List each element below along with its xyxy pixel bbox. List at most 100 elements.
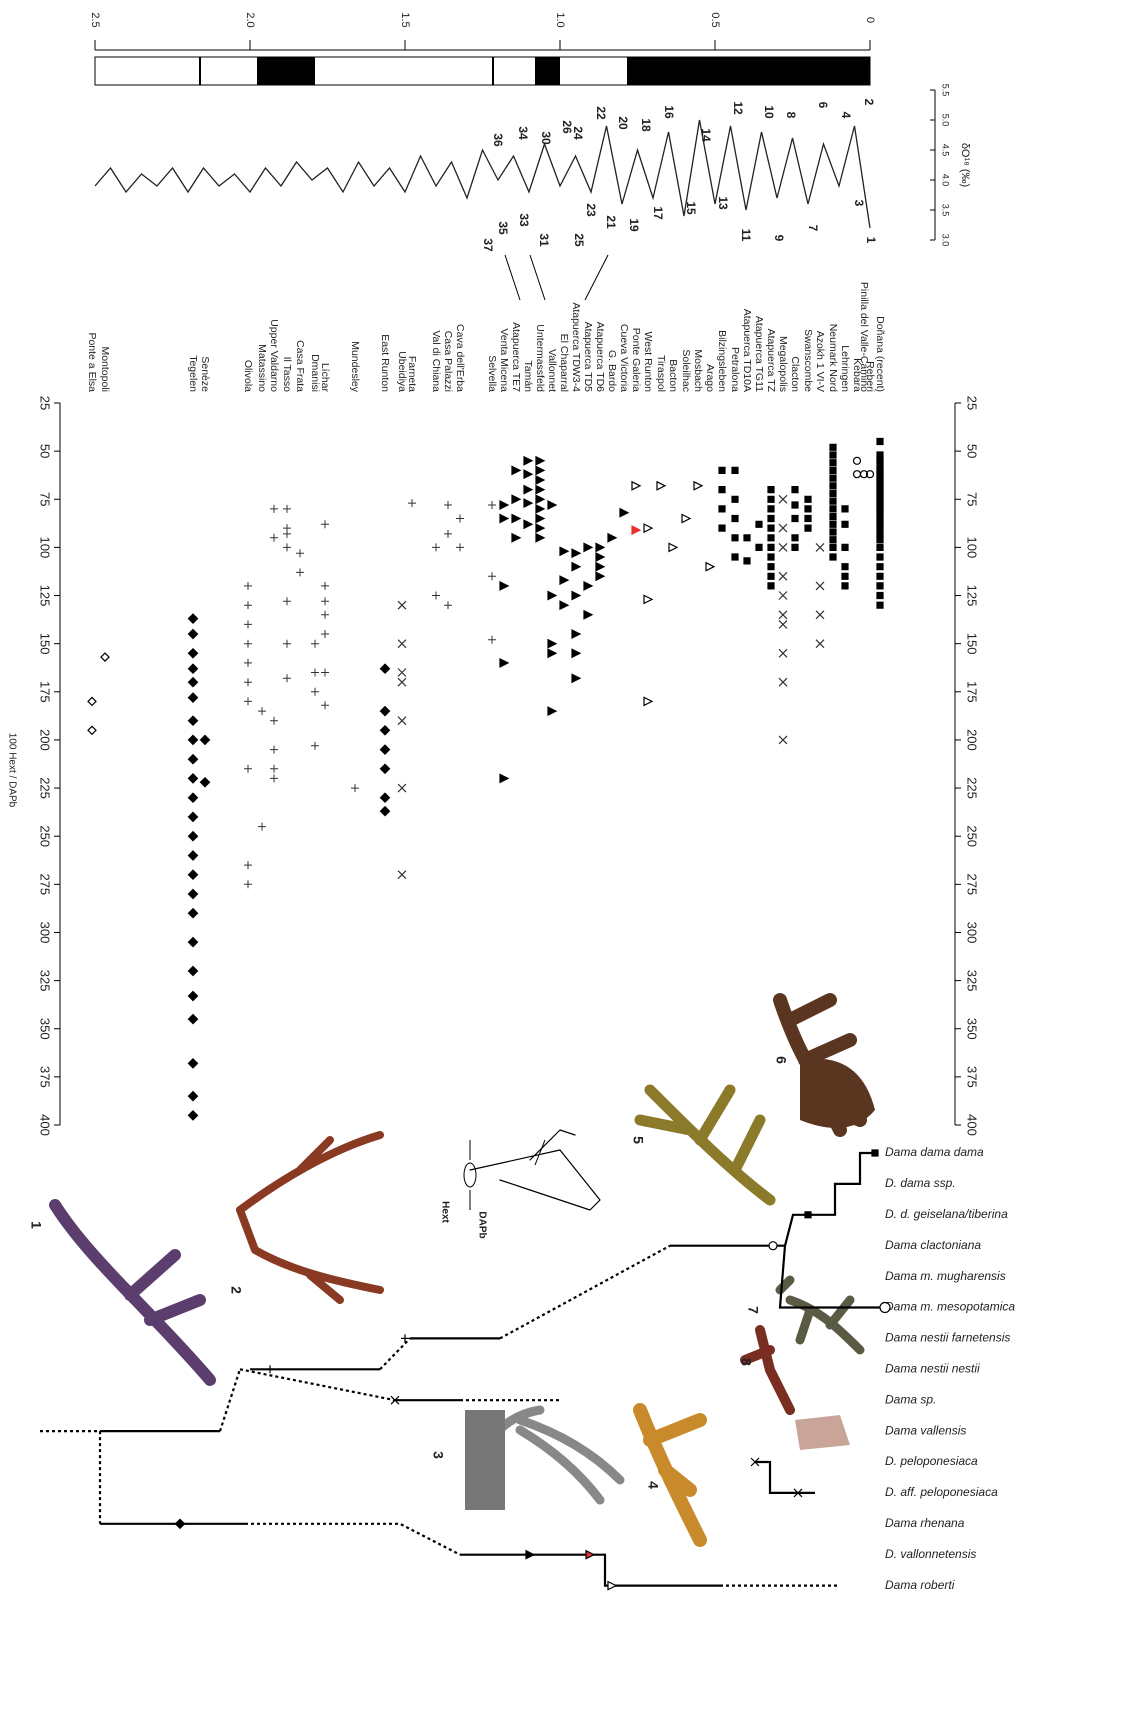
data-point [189,793,198,802]
data-point [572,563,580,571]
data-point [321,597,329,605]
stage-label: 20 [616,116,630,130]
data-point [805,506,811,512]
site-label: Il Tasso [281,357,293,393]
site-label: Ponte Galeria [630,328,642,392]
site-label: Venta Micena [498,328,510,392]
data-point [283,530,291,538]
data-point [779,611,787,619]
y-tick-label: 375 [965,1066,980,1088]
x-tick-label: 1.0 [554,12,566,27]
y-tick-label: 175 [965,681,980,703]
data-point [768,583,774,589]
data-point [830,498,836,504]
tree-branch [755,1462,815,1493]
data-point [101,653,109,661]
data-point [244,659,252,667]
y-tick-label: 100 [38,537,53,559]
data-point [189,967,198,976]
data-point [432,543,440,551]
data-point [732,535,738,541]
data-point [524,520,532,528]
site-label: Montopoli [99,346,111,392]
data-point [189,649,198,658]
site-label: Atapuerca TD6 [594,322,606,393]
taxon-label: Dama vallensis [885,1423,966,1437]
data-point [768,525,774,531]
data-point [877,510,883,516]
taxon-label: Dama roberti [885,1578,955,1592]
data-point [536,505,544,513]
data-point [842,544,848,550]
data-point [842,506,848,512]
data-point [744,535,750,541]
data-point [830,506,836,512]
data-point [321,701,329,709]
data-point [311,640,319,648]
data-point [830,475,836,481]
data-point [536,486,544,494]
site-label: Ponte a Elsa [86,332,98,392]
stage-label: 36 [491,133,505,147]
data-point [596,572,604,580]
data-point [270,505,278,513]
x-tick-label: 0.5 [709,12,721,27]
data-point [779,678,787,686]
stage-label: 17 [651,206,665,220]
stage-label: 6 [816,102,830,109]
normal-chron [257,57,315,85]
data-point [768,564,774,570]
site-label: Arago [704,364,716,392]
stage-label: 9 [772,235,786,242]
stage-label: 30 [539,131,553,145]
antler-photo [470,1130,600,1210]
data-point [830,444,836,450]
data-point [877,593,883,599]
data-point [456,515,464,523]
y-tick-label: 3.0 [941,234,951,247]
data-point [842,564,848,570]
data-point [805,496,811,502]
tree-branch [240,1369,395,1400]
data-point [488,501,496,509]
data-point [877,602,883,608]
y-tick-label: 150 [965,633,980,655]
stage-label: 18 [639,118,653,132]
stage-label: 7 [806,225,820,232]
y-tick-label: 125 [965,585,980,607]
site-label: G. Bardo [606,350,618,392]
data-point [768,573,774,579]
data-point [816,611,824,619]
data-point [244,880,252,888]
site-label: Cava dell'Erba [454,324,466,392]
data-point [732,554,738,560]
data-point [572,592,580,600]
data-point [524,470,532,478]
data-point [830,452,836,458]
data-point [444,501,452,509]
data-point [244,765,252,773]
y-axis-label: δO¹⁸ (‰) [959,143,971,187]
data-point [381,764,390,773]
leader [505,255,520,300]
taxon-label: Dama m. mesopotamica [885,1300,1015,1314]
measure-label: DAPb [476,1211,487,1238]
data-point [877,537,883,543]
data-point [632,526,640,534]
data-point [88,697,96,705]
taxon-label: D. d. geiselana/tiberina [885,1207,1008,1221]
data-point [779,543,787,551]
data-point [830,467,836,473]
site-label: Val di Chiana [430,330,442,392]
data-point [732,496,738,502]
data-point [189,678,198,687]
stage-label: 33 [517,213,531,227]
data-point [584,611,592,619]
data-point [792,535,798,541]
tree-branch [380,1338,410,1369]
stage-label: 19 [627,218,641,232]
y-tick-label: 250 [965,825,980,847]
data-point [768,496,774,502]
data-point [830,521,836,527]
data-point [88,726,96,734]
